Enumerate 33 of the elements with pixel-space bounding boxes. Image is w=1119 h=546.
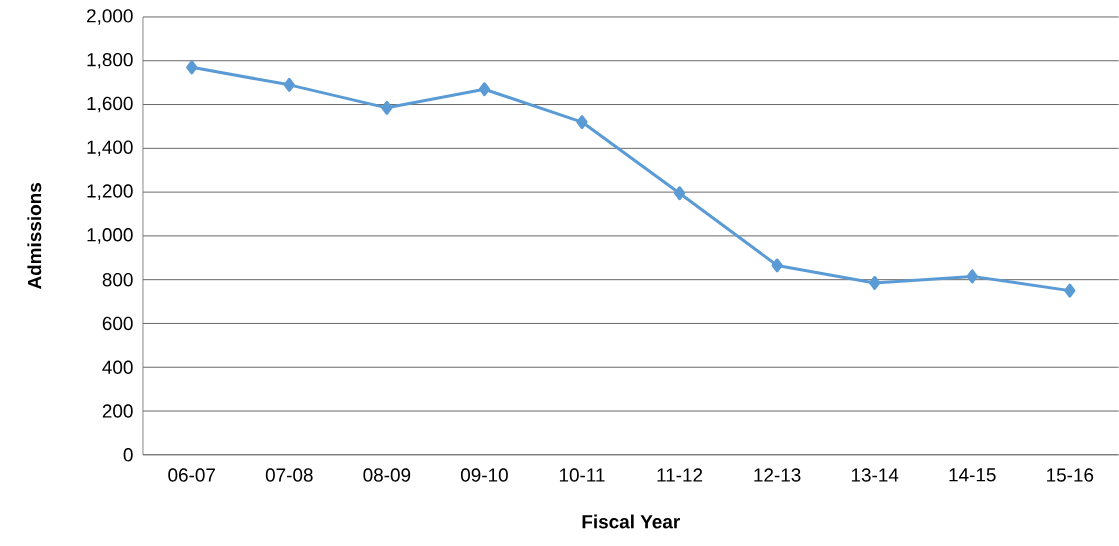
point — [381, 100, 393, 115]
point — [576, 115, 588, 130]
x-tick-label: 07-08 — [265, 468, 313, 482]
y-tick-label: 400 — [102, 360, 133, 375]
y-tick-label: 1,800 — [87, 53, 133, 69]
x-tick-label: 09-10 — [460, 468, 508, 482]
point — [673, 186, 686, 201]
y-axis-title: Admissions — [27, 183, 42, 290]
x-axis-title: Fiscal Year — [582, 514, 680, 529]
x-tick-label: 12-13 — [754, 468, 801, 482]
x-tick-label: 10-11 — [559, 468, 605, 482]
x-tick-label: 14-15 — [949, 468, 996, 482]
y-tick-label: 1,600 — [87, 96, 133, 113]
y-tick-label: 1,400 — [87, 140, 133, 157]
y-tick-label: 0 — [123, 448, 133, 462]
y-tick-label: 800 — [102, 273, 133, 287]
point — [966, 269, 978, 284]
x-tick-label: 15-16 — [1047, 468, 1094, 482]
point — [869, 276, 881, 291]
y-tick-label: 1,000 — [87, 228, 133, 244]
point — [283, 77, 295, 92]
y-tick-label: 600 — [102, 316, 133, 331]
point — [1064, 283, 1076, 298]
point — [478, 82, 491, 97]
point — [771, 258, 783, 273]
y-tick-label: 2,000 — [87, 9, 133, 25]
x-tick-label: 06-07 — [168, 468, 215, 482]
point — [186, 60, 198, 75]
x-tick-label: 11-12 — [657, 468, 703, 482]
x-tick-label: 13-14 — [851, 468, 899, 482]
y-tick-label: 1,200 — [87, 184, 133, 201]
y-tick-label: 200 — [102, 404, 133, 418]
x-tick-label: 08-09 — [363, 468, 411, 482]
